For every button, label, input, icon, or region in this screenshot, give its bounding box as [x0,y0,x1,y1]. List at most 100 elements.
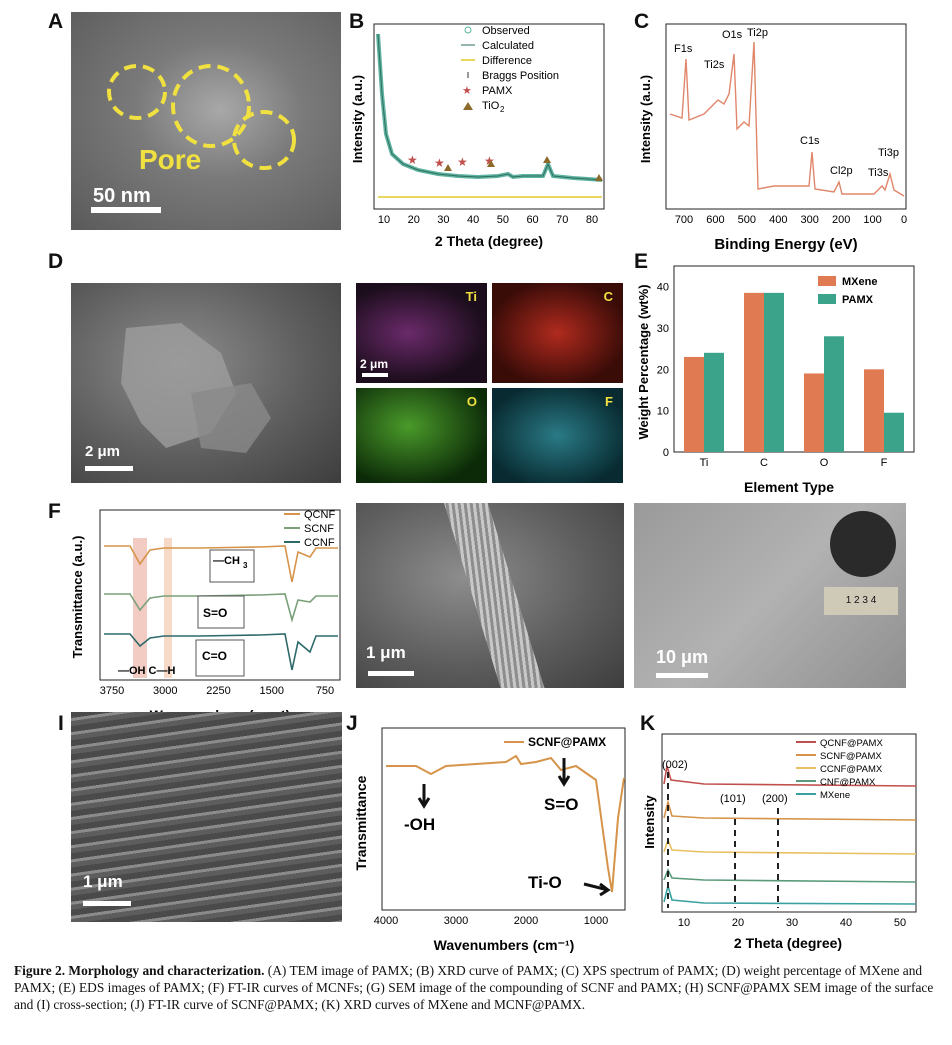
sem-surface-image: 1 2 3 4 10 μm [634,503,906,688]
legend-pamx: PAMX [482,85,513,97]
panel-letter-c: C [634,10,650,33]
legend: QCNF SCNF CCNF [284,509,335,549]
x-tick-labels: 700 600 500 400 300 200 100 0 [675,214,907,226]
y-tick-label: 0 [663,447,669,459]
y-tick-label: 40 [657,282,669,294]
eds-map-label: O [466,394,477,409]
bar-pamx-o [824,336,844,452]
legend-difference: Difference [482,55,532,67]
svg-text:★: ★ [462,85,472,97]
x-tick-label: 2250 [206,685,230,697]
svg-text:★: ★ [484,154,495,168]
svg-text:★: ★ [457,155,468,169]
x-tick-label: 60 [526,214,538,226]
ch-band [164,538,172,678]
y-axis-label: Intensity [644,795,657,849]
svg-text:★: ★ [407,153,418,167]
legend-qcnf: QCNF [304,509,335,521]
y-tick-label: 30 [657,323,669,335]
x-tick-label: 3750 [100,685,124,697]
peak-ti3p: Ti3p [878,147,899,159]
x-tick-label: 4000 [374,915,398,927]
y-tick-label: 10 [657,406,669,418]
svg-text:2: 2 [500,105,505,114]
sample-disc-photo [830,511,896,577]
x-tick-labels: 4000 3000 2000 1000 [374,915,608,927]
scale-bar-label: 1 μm [83,872,123,891]
panel-letter-d: D [48,250,64,273]
pore-label: Pore [139,144,202,175]
svg-text:3: 3 [243,561,248,570]
x-tick-label: 200 [832,214,850,226]
peak-guides [667,772,779,908]
legend-swatch [818,294,836,304]
plot-frame [673,265,915,453]
bar-pamx-c [764,292,784,452]
tem-image: Pore 50 nm [71,12,341,230]
legend-scnf-pamx: SCNF@PAMX [820,751,882,762]
eds-map-label: F [605,394,613,409]
x-tick-labels: 10 20 30 40 50 [678,917,906,929]
xps-chart: Intensity (a.u.) Binding Energy (eV) 700… [638,23,907,253]
tio2-markers [444,156,603,181]
eds-map-label: C [603,289,613,304]
caption-body: (A) TEM image of PAMX; (B) XRD curve of … [14,963,934,1012]
peak-ti2s: Ti2s [704,59,725,71]
x-tick-label: 600 [706,214,724,226]
legend-calculated: Calculated [482,40,534,52]
scnf-pamx-curve [386,754,625,893]
x-tick-label: 500 [738,214,756,226]
qcnf-curve [104,545,338,583]
x-tick-label: 750 [316,685,334,697]
curve-cnf-pamx [663,868,917,883]
weight-percentage-bar-chart: Weight Percentage (wt%) Element Type 0 10… [636,265,915,495]
scale-bar-label: 1 μm [366,643,406,662]
scale-bar-label: 2 μm [85,443,121,460]
peak-f1s: F1s [674,43,693,55]
legend-scnf-pamx: SCNF@PAMX [528,735,606,749]
panel-letter-k: K [640,712,656,735]
x-tick-label: 3000 [444,915,468,927]
peak-o1s: O1s [722,29,743,41]
x-tick-label: Ti [700,457,709,469]
inset-label-so: S=O [203,606,227,620]
legend-mxene: MXene [820,790,850,801]
ftir-scnf-pamx-chart: Transmittance Wavenumbers (cm⁻¹) 4000 300… [353,727,626,953]
x-axis-label: Element Type [744,479,834,495]
y-tick-label: 20 [657,364,669,376]
bar-mxene-f [864,369,884,452]
x-tick-label: 3000 [153,685,177,697]
x-tick-labels: 10 20 30 40 50 60 70 80 [378,214,598,226]
scale-bar-label: 2 μm [360,357,389,371]
x-axis-label: Binding Energy (eV) [714,236,857,253]
x-tick-label: 70 [556,214,568,226]
scale-bar-label: 10 μm [656,647,709,667]
eds-map-c: C [492,283,623,383]
peak-002: (002) [662,759,688,771]
legend-label: MXene [842,276,877,288]
x-tick-label: 20 [408,214,420,226]
inset-label-ch3: —CH [213,555,240,567]
sem-cross-section-image: 1 μm [71,712,342,922]
bar-mxene-c [744,292,764,452]
panel-letter-f: F [48,500,61,523]
x-tick-label: 10 [378,214,390,226]
panel-letter-b: B [349,10,365,33]
x-tick-label: 40 [840,917,852,929]
curve-mxene [663,882,917,905]
peak-ti3s: Ti3s [868,167,889,179]
x-tick-label: 80 [586,214,598,226]
calculated-curve [377,33,603,181]
x-tick-label: 10 [678,917,690,929]
inset-label-co: C=O [202,649,227,663]
legend-label: PAMX [842,294,874,306]
legend-swatch [818,276,836,286]
y-axis-label: Transmittance [353,775,369,870]
x-tick-label: 30 [786,917,798,929]
inset-ch3 [209,549,255,583]
y-axis-label: Transmittance (a.u.) [70,536,85,659]
legend-observed: Observed [482,25,530,37]
y-axis-label: Weight Percentage (wt%) [636,284,651,439]
x-tick-label: O [820,457,829,469]
x-tick-label: 20 [732,917,744,929]
